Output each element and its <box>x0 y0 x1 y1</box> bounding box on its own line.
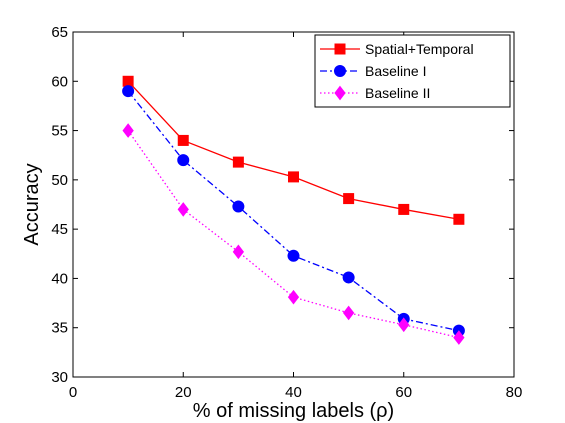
legend-label: Baseline II <box>365 85 430 101</box>
legend-marker <box>334 85 346 101</box>
series-1 <box>122 75 465 225</box>
legend: Spatial+Temporal Baseline I Baseline II <box>314 34 511 108</box>
x-tick-label: 20 <box>175 384 192 401</box>
y-tick-label: 45 <box>51 221 68 238</box>
legend-item: Spatial+Temporal <box>320 41 474 57</box>
y-tick-label: 55 <box>51 123 68 140</box>
data-point <box>453 213 465 225</box>
series-layer <box>122 75 465 345</box>
legend-item: Baseline II <box>320 85 430 101</box>
legend-marker <box>334 65 346 77</box>
x-tick-label: 60 <box>395 384 412 401</box>
data-point <box>287 289 300 305</box>
data-point <box>122 75 134 87</box>
y-tick-label: 65 <box>51 24 68 41</box>
x-tick-label: 80 <box>506 384 523 401</box>
y-tick-label: 50 <box>51 172 68 189</box>
x-axis-title: % of missing labels (ρ) <box>193 400 394 422</box>
data-point <box>342 305 355 321</box>
data-point <box>287 249 300 262</box>
x-tick-label: 0 <box>69 384 77 401</box>
data-point <box>232 156 244 168</box>
y-tick-label: 35 <box>51 320 68 337</box>
data-point <box>398 203 410 215</box>
legend-label: Spatial+Temporal <box>365 41 474 57</box>
legend-item: Baseline I <box>320 63 426 79</box>
data-point <box>343 193 355 205</box>
data-point <box>122 123 134 138</box>
data-point <box>288 171 299 183</box>
series-3 <box>122 123 465 345</box>
y-axis-title: Accuracy <box>21 163 43 245</box>
data-point <box>122 85 135 98</box>
legend-box <box>314 34 511 108</box>
data-point <box>232 200 245 213</box>
x-tick-label: 40 <box>285 384 302 401</box>
data-point <box>177 202 189 217</box>
data-point <box>342 271 355 284</box>
data-point <box>232 244 245 260</box>
y-tick-label: 60 <box>51 73 68 90</box>
data-point <box>177 134 189 146</box>
legend-label: Baseline I <box>365 63 426 79</box>
tick-layer: 0 20 40 60 80 30 35 40 45 50 55 60 65 <box>51 24 522 401</box>
y-tick-label: 40 <box>51 270 68 287</box>
data-point <box>177 154 190 167</box>
legend-marker <box>334 43 346 55</box>
y-tick-label: 30 <box>51 369 68 386</box>
data-point <box>398 317 410 333</box>
data-point <box>453 330 465 345</box>
